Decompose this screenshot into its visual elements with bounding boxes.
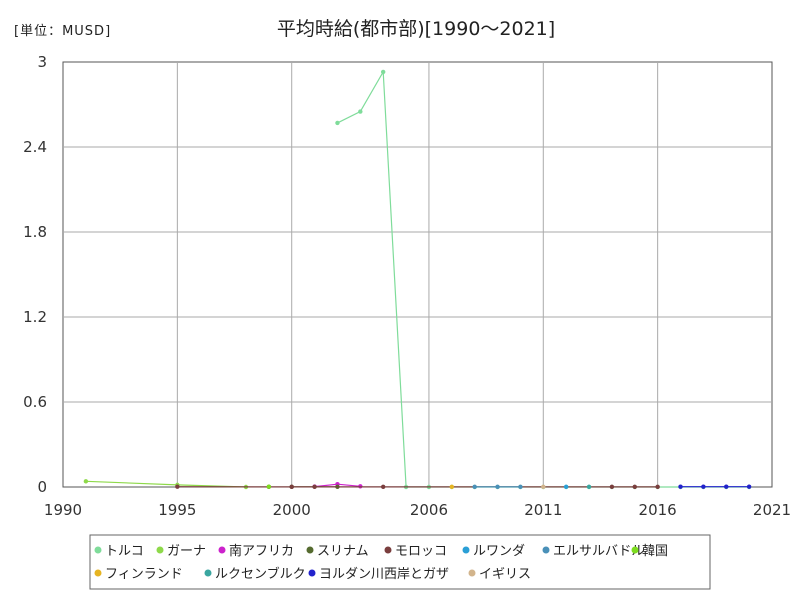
data-point-10	[746, 484, 752, 489]
y-tick-label: 2.4	[23, 138, 47, 156]
data-point-1	[83, 479, 89, 484]
data-point-0	[335, 120, 340, 126]
legend-marker	[468, 569, 476, 577]
legend-label: ガーナ	[167, 544, 206, 559]
legend-label: トルコ	[105, 544, 144, 559]
x-tick-label: 2016	[639, 501, 677, 519]
legend-marker	[156, 546, 164, 554]
y-tick-label: 1.8	[23, 223, 47, 241]
data-point-4	[175, 484, 180, 489]
data-point-5	[563, 484, 569, 490]
legend-label: エルサルバドル	[553, 544, 644, 559]
x-tick-label: 2000	[273, 501, 311, 519]
x-tick-label: 2021	[753, 501, 791, 519]
data-point-11	[541, 484, 546, 490]
x-tick-label: 2011	[524, 501, 562, 519]
legend-label: ルクセンブルク	[215, 566, 306, 582]
legend-label: イギリス	[479, 567, 531, 582]
data-point-10	[678, 484, 683, 489]
y-tick-label: 0	[37, 478, 47, 496]
y-tick-label: 1.2	[23, 308, 47, 326]
y-tick-label: 3	[37, 53, 47, 71]
data-point-4	[655, 484, 660, 490]
legend-marker	[384, 546, 392, 554]
data-point-4	[380, 484, 386, 490]
legend-box	[89, 534, 711, 590]
plot-area	[62, 61, 773, 488]
data-point-2	[358, 484, 363, 489]
y-tick-label: 0.6	[23, 393, 47, 411]
legend-label: モロッコ	[395, 544, 447, 559]
unit-label: [単位：MUSD]	[14, 24, 112, 39]
data-point-0	[380, 69, 386, 75]
legend-marker	[306, 546, 314, 554]
data-point-4	[632, 484, 637, 490]
chart-title: 平均時給(都市部)[1990～2021]	[276, 18, 556, 40]
data-point-7	[266, 484, 272, 489]
data-point-4	[609, 484, 615, 490]
data-point-9	[586, 484, 592, 490]
x-tick-label: 1995	[158, 501, 196, 519]
legend-marker	[462, 546, 470, 554]
legend-label: 南アフリカ	[229, 543, 294, 559]
legend-label: 韓国	[642, 544, 668, 559]
legend-label: フィンランド	[105, 567, 183, 582]
data-point-0	[358, 109, 363, 114]
legend-label: ルワンダ	[473, 544, 525, 559]
data-point-4	[289, 484, 294, 490]
legend-marker	[631, 546, 639, 554]
x-tick-label: 1990	[44, 501, 82, 519]
data-point-8	[449, 484, 455, 490]
legend-label: ヨルダン川西岸とガザ	[319, 567, 449, 582]
legend-marker	[94, 546, 102, 554]
x-tick-label: 2006	[410, 501, 448, 519]
data-point-6	[495, 484, 500, 490]
data-point-4	[312, 484, 317, 490]
legend-label: スリナム	[317, 544, 369, 559]
legend-marker	[218, 546, 226, 554]
legend-marker	[94, 569, 102, 577]
legend-marker	[542, 546, 550, 554]
data-point-6	[518, 484, 523, 490]
data-point-10	[724, 484, 729, 489]
legend-marker	[308, 569, 316, 577]
data-point-6	[472, 484, 477, 490]
data-point-10	[701, 484, 706, 489]
legend-marker	[204, 569, 212, 577]
